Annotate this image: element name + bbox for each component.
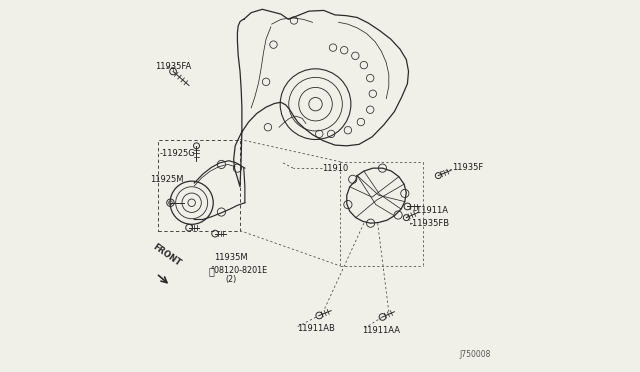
Text: Ⓑ: Ⓑ: [209, 266, 214, 276]
Text: 11935FA: 11935FA: [156, 62, 192, 71]
Text: 11910: 11910: [322, 164, 348, 173]
Text: FRONT: FRONT: [151, 242, 182, 268]
Text: -11935FB: -11935FB: [410, 219, 450, 228]
Text: °08120-8201E: °08120-8201E: [211, 266, 268, 275]
Text: 11911AA: 11911AA: [362, 326, 399, 335]
Text: 11911AB: 11911AB: [297, 324, 335, 333]
Text: J750008: J750008: [460, 350, 491, 359]
Text: -11925G: -11925G: [159, 149, 195, 158]
Text: -11911A: -11911A: [413, 206, 449, 215]
Bar: [158, 140, 240, 231]
Text: 11935M: 11935M: [214, 253, 248, 262]
Text: 11925M: 11925M: [150, 175, 183, 184]
Text: 11935F: 11935F: [452, 163, 483, 172]
Text: (2): (2): [225, 275, 236, 284]
